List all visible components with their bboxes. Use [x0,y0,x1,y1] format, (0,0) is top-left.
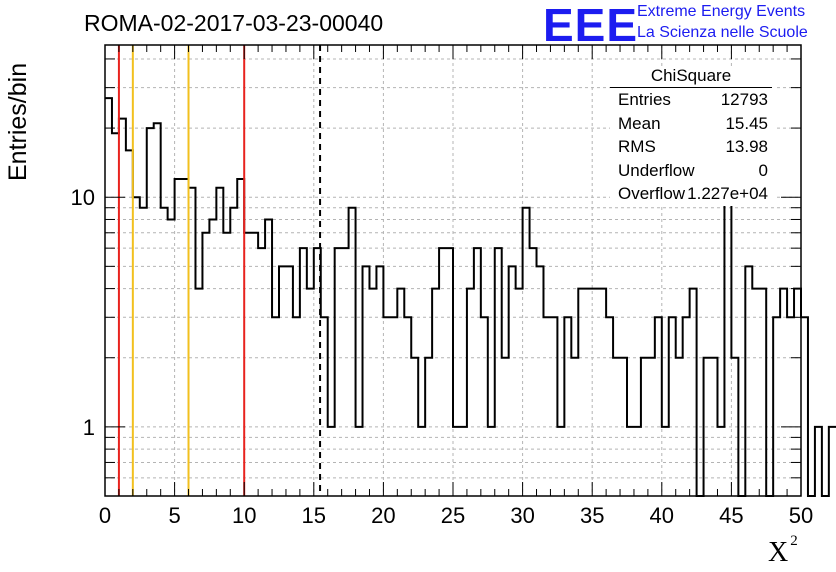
stats-box-title: ChiSquare [610,66,772,88]
eee-logo: EEE [543,0,639,51]
stats-label: Mean [618,113,661,133]
x-tick-label: 35 [580,503,604,528]
y-axis-label: Entries/bin [4,62,32,181]
stats-value: 0 [758,160,768,180]
axes: 0 5 10 15 20 25 30 35 40 45 50 1 10 [71,44,813,528]
x-tick-label: 0 [99,503,111,528]
stats-row: Overflow 1.227e+04 [610,182,776,206]
y-tick-label: 1 [83,415,95,440]
stats-value: 1.227e+04 [687,184,768,203]
stats-row: Underflow 0 [610,159,776,183]
stats-row: Entries 12793 [610,88,776,112]
plot-frame [104,44,802,497]
x-tick-label: 15 [302,503,326,528]
stats-label: RMS [618,137,656,156]
stats-box: ChiSquare Entries 12793 Mean 15.45 RMS 13.9… [610,66,776,206]
stats-label: Entries [618,90,671,109]
stats-value: 12793 [720,90,768,109]
logo-line-2: La Scienza nelle Scuole [637,24,808,41]
reference-lines [117,45,322,496]
x-tick-label: 50 [789,503,813,528]
x-tick-label: 30 [510,503,534,528]
x-tick-label: 45 [719,503,743,528]
stats-label: Underflow [618,160,695,180]
stats-row: RMS 13.98 [610,135,776,159]
x-axis-label-text: X [768,537,789,568]
stats-value: 15.45 [725,113,768,133]
x-tick-label: 10 [232,503,256,528]
stats-label: Overflow [618,184,686,203]
stats-row: Mean 15.45 [610,112,776,136]
x-axis-label-superscript: 2 [790,533,798,549]
x-tick-label: 5 [168,503,180,528]
histogram-series [105,97,836,497]
x-tick-label: 40 [650,503,674,528]
x-tick-label: 20 [371,503,395,528]
stats-value: 13.98 [725,137,768,156]
x-tick-label: 25 [441,503,465,528]
chart-title: ROMA-02-2017-03-23-00040 [84,10,384,36]
logo-line-1: Extreme Energy Events [637,3,806,20]
y-tick-label: 10 [71,185,95,210]
